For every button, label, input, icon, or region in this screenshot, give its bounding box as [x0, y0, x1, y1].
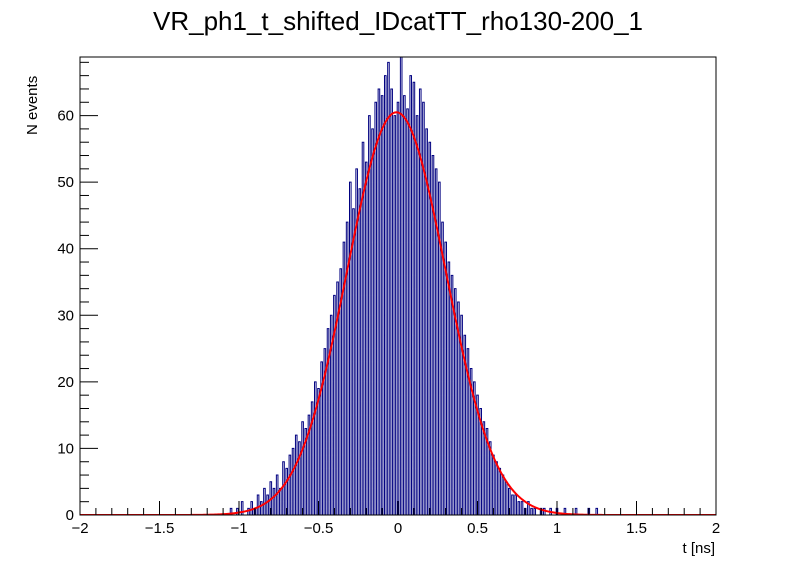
y-axis-label: N events — [24, 76, 41, 135]
gaussian-fit-curve — [80, 111, 716, 515]
x-tick-label: 1 — [553, 520, 561, 537]
y-tick-label: 60 — [57, 108, 74, 125]
x-tick-label: −0.5 — [304, 520, 334, 537]
y-tick-label: 10 — [57, 440, 74, 457]
chart-title: VR_ph1_t_shifted_IDcatTT_rho130-200_1 — [153, 6, 643, 36]
x-tick-label: 0 — [394, 520, 402, 537]
x-axis-label: t [ns] — [682, 540, 715, 557]
x-tick-label: 1.5 — [626, 520, 647, 537]
x-tick-label: −1.5 — [145, 520, 175, 537]
y-tick-label: 0 — [66, 507, 74, 524]
y-tick-label: 40 — [57, 241, 74, 258]
x-tick-label: 0.5 — [467, 520, 488, 537]
fit-curve-layer — [80, 111, 716, 515]
histogram-bars — [80, 57, 716, 515]
y-tick-label: 30 — [57, 307, 74, 324]
plot-frame — [79, 56, 717, 516]
y-tick-label: 50 — [57, 174, 74, 191]
y-tick-label: 20 — [57, 374, 74, 391]
x-tick-label: −2 — [71, 520, 88, 537]
x-tick-label: −1 — [230, 520, 247, 537]
x-tick-label: 2 — [712, 520, 720, 537]
histogram-step-line — [80, 57, 716, 515]
y-axis-ticks: 0 10 20 30 40 50 60 — [57, 61, 98, 524]
x-axis-ticks: −2 −1.5 −1 −0.5 0 0.5 1 1.5 2 — [71, 501, 720, 537]
